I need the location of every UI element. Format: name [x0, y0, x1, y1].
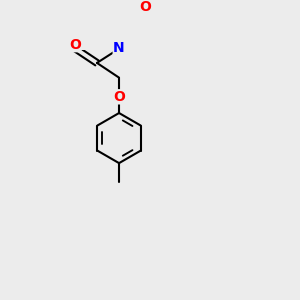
Text: N: N	[113, 41, 125, 55]
Text: O: O	[69, 38, 81, 52]
Text: O: O	[113, 90, 125, 104]
Text: O: O	[139, 0, 151, 14]
